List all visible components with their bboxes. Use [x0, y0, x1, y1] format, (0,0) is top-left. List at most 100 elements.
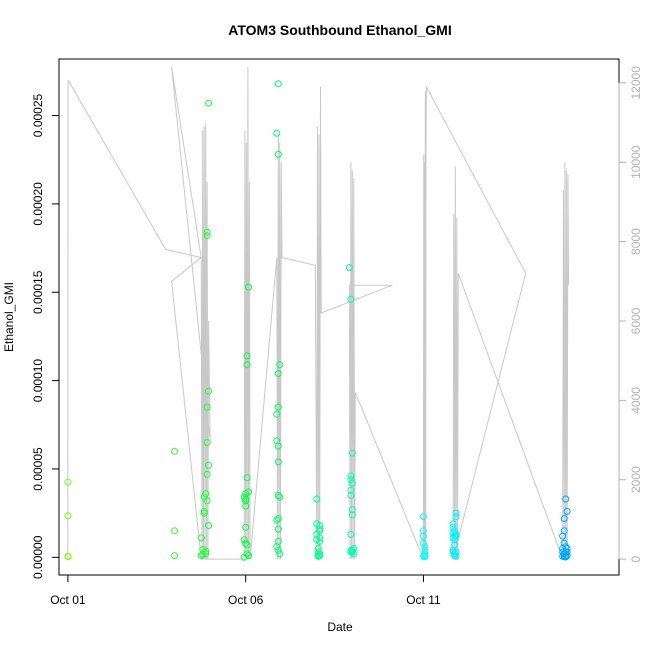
data-point [452, 532, 460, 540]
data-point [197, 534, 205, 542]
data-point [347, 530, 355, 538]
data-point [314, 548, 322, 556]
data-point [347, 476, 355, 484]
data-point [203, 497, 211, 505]
data-point [274, 546, 282, 554]
data-point [243, 352, 251, 360]
data-point [245, 488, 253, 496]
data-point [203, 228, 211, 236]
points-layer [64, 80, 571, 561]
plot-frame [58, 58, 620, 576]
data-point [449, 523, 457, 531]
x-axis: Oct 01 Oct 06 Oct 11 [50, 574, 441, 607]
data-point [273, 410, 281, 418]
data-point [276, 361, 284, 369]
data-point [273, 543, 281, 551]
data-point [348, 548, 356, 556]
y-tick-label: 0.00000 [31, 535, 45, 579]
data-point [316, 522, 324, 529]
chart-title: ATOM3 Southbound Ethanol_GMI [228, 22, 451, 38]
y-axis-label: Ethanol_GMI [2, 282, 16, 352]
data-point [452, 513, 460, 521]
data-point [202, 490, 210, 498]
y-tick-label: 0.00020 [31, 182, 45, 226]
data-point [313, 495, 321, 503]
data-point [276, 493, 284, 501]
data-point [347, 486, 355, 494]
data-point [203, 232, 211, 240]
data-point [449, 520, 457, 528]
data-point [240, 536, 248, 544]
data-point [64, 478, 72, 486]
y2-tick-label: 12000 [629, 66, 643, 100]
data-point [171, 552, 179, 560]
data-point [171, 527, 179, 535]
data-point [242, 539, 250, 547]
data-point [274, 492, 282, 499]
data-point [347, 472, 355, 480]
data-point [560, 515, 568, 522]
data-point [205, 387, 213, 395]
y2-tick-label: 0 [629, 555, 643, 562]
y-axis-left: 0.00000 0.00005 0.00010 0.00015 0.00020 0.000… [31, 93, 60, 579]
data-point [316, 534, 324, 542]
data-point [242, 502, 250, 510]
data-point [562, 495, 570, 503]
data-point [243, 361, 251, 369]
data-point [274, 403, 282, 411]
data-point [348, 449, 356, 457]
data-point [419, 513, 427, 521]
data-point [316, 537, 324, 545]
data-point [421, 543, 429, 551]
data-point [419, 539, 427, 547]
y2-tick-label: 8000 [629, 228, 643, 255]
data-point [203, 439, 211, 446]
data-point [202, 550, 210, 558]
y-tick-label: 0.00010 [31, 359, 45, 403]
data-point [243, 550, 251, 558]
data-point [452, 548, 460, 556]
y2-tick-label: 2000 [629, 466, 643, 493]
data-point [203, 403, 211, 411]
data-point [276, 550, 284, 558]
data-point [316, 552, 324, 560]
data-point [203, 470, 211, 478]
data-point [202, 547, 210, 555]
data-point [451, 552, 459, 560]
x-tick-label: Oct 06 [228, 593, 264, 607]
y2-tick-label: 4000 [629, 387, 643, 414]
data-point [350, 545, 358, 552]
altitude-line [67, 66, 570, 560]
data-point [274, 515, 282, 522]
y-axis-right: 0 2000 4000 6000 8000 10000 12000 [618, 66, 643, 562]
data-point [419, 532, 427, 540]
data-point [347, 295, 355, 303]
data-point [274, 525, 282, 533]
data-point [274, 150, 282, 158]
data-point [350, 550, 358, 558]
data-point [240, 493, 248, 501]
data-point [64, 553, 72, 561]
data-point [243, 541, 251, 549]
y-tick-label: 0.00005 [31, 447, 45, 491]
altitude-line-layer [67, 66, 570, 560]
data-point [421, 553, 429, 561]
data-point [205, 522, 213, 529]
data-point [242, 523, 250, 531]
data-point [348, 479, 356, 487]
data-point [273, 516, 281, 524]
data-point [242, 497, 250, 505]
y-tick-label: 0.00015 [31, 270, 45, 314]
x-tick-label: Oct 01 [50, 593, 86, 607]
data-point [348, 506, 356, 514]
data-point [64, 512, 72, 520]
data-point [559, 532, 567, 540]
data-point [419, 527, 427, 535]
x-axis-label: Date [327, 620, 353, 634]
data-point [452, 552, 460, 560]
data-point [197, 552, 205, 560]
y2-tick-label: 10000 [629, 145, 643, 179]
data-point [245, 552, 253, 560]
data-point [171, 447, 179, 455]
